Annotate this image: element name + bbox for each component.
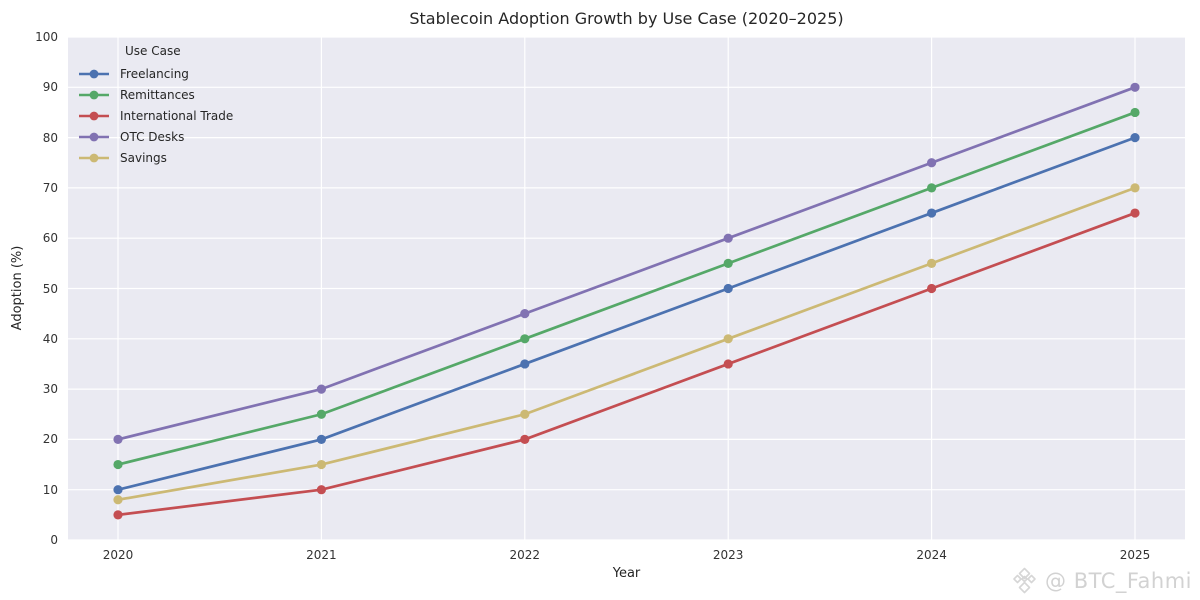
series-line-remittances	[116, 111, 1137, 466]
y-tick-label-70: 70	[42, 180, 58, 195]
series-line-international-trade	[116, 211, 1137, 517]
legend-marker-international-trade	[79, 111, 109, 120]
legend-marker-otc-desks	[79, 132, 109, 141]
y-tick-label-100: 100	[35, 30, 58, 44]
legend-label-otc-desks: OTC Desks	[120, 129, 185, 144]
data-point-savings-2023	[723, 334, 733, 344]
y-tick-label-90: 90	[42, 80, 58, 95]
data-point-freelancing-2022	[520, 359, 530, 369]
legend-item-international-trade: International Trade	[78, 105, 233, 126]
legend-item-freelancing: Freelancing	[78, 63, 233, 84]
data-point-freelancing-2020	[113, 485, 123, 495]
legend-item-remittances: Remittances	[78, 84, 233, 105]
data-point-savings-2022	[520, 409, 530, 419]
data-point-international-trade-2020	[113, 510, 123, 520]
x-tick-label-2024: 2024	[916, 548, 947, 562]
data-point-remittances-2024	[927, 183, 937, 193]
data-point-savings-2021	[316, 459, 326, 470]
legend-title: Use Case	[125, 44, 181, 58]
data-point-international-trade-2024	[927, 283, 937, 294]
legend-marker-dot	[89, 111, 99, 120]
series-line-otc-desks	[116, 85, 1137, 441]
plot-area	[68, 37, 1185, 540]
x-tick-label-2020: 2020	[102, 548, 134, 562]
data-point-remittances-2021	[316, 409, 326, 419]
data-point-remittances-2025	[1130, 107, 1140, 118]
data-point-international-trade-2022	[520, 434, 530, 444]
x-tick-label-2023: 2023	[712, 548, 744, 562]
x-tick-label-2021: 2021	[306, 548, 337, 562]
data-point-international-trade-2021	[316, 485, 326, 495]
y-tick-label-60: 60	[42, 231, 58, 246]
y-tick-label-40: 40	[42, 331, 58, 346]
data-point-remittances-2022	[520, 334, 530, 344]
data-point-savings-2025	[1130, 183, 1140, 193]
legend-items: Freelancing Remittances International Trad…	[78, 63, 233, 168]
data-point-otc-desks-2025	[1130, 82, 1140, 92]
legend-marker-dot	[89, 90, 99, 99]
data-point-freelancing-2023	[723, 283, 733, 294]
series-line-freelancing	[116, 136, 1137, 492]
data-point-remittances-2020	[113, 459, 123, 470]
legend-item-otc-desks: OTC Desks	[78, 126, 233, 147]
legend-label-international-trade: International Trade	[120, 108, 234, 123]
data-point-otc-desks-2024	[927, 158, 937, 168]
legend-marker-freelancing	[79, 69, 109, 78]
legend-label-savings: Savings	[120, 150, 167, 165]
data-point-freelancing-2025	[1130, 133, 1140, 143]
x-tick-label-2025: 2025	[1119, 548, 1151, 562]
watermark: @ BTC_Fahmi	[1011, 567, 1192, 594]
data-point-freelancing-2024	[927, 208, 937, 218]
data-point-international-trade-2023	[723, 359, 733, 369]
legend: Use Case Freelancing Remittances Internati…	[78, 44, 233, 168]
data-point-freelancing-2021	[316, 434, 326, 444]
plot-svg	[68, 37, 1185, 540]
y-tick-label-30: 30	[42, 382, 58, 397]
data-point-savings-2020	[113, 495, 123, 505]
legend-marker-dot	[89, 132, 99, 141]
y-tick-label-80: 80	[42, 130, 58, 145]
data-point-remittances-2023	[723, 258, 733, 268]
legend-label-freelancing: Freelancing	[120, 66, 189, 81]
legend-marker-remittances	[79, 90, 109, 99]
series-line-savings	[116, 186, 1137, 502]
legend-marker-dot	[89, 69, 99, 78]
data-point-otc-desks-2022	[520, 309, 530, 319]
x-tick-label-2022: 2022	[509, 548, 541, 562]
data-point-otc-desks-2021	[316, 384, 326, 394]
legend-item-savings: Savings	[78, 147, 233, 168]
data-point-otc-desks-2023	[723, 233, 733, 243]
watermark-handle: @ BTC_Fahmi	[1045, 568, 1192, 593]
data-point-otc-desks-2020	[113, 434, 123, 444]
data-point-savings-2024	[927, 258, 937, 268]
legend-marker-dot	[89, 153, 99, 162]
legend-marker-savings	[79, 153, 109, 162]
legend-label-remittances: Remittances	[120, 87, 195, 102]
y-tick-label-0: 0	[50, 533, 58, 547]
chart-title: Stablecoin Adoption Growth by Use Case (…	[409, 9, 844, 28]
y-tick-label-20: 20	[42, 432, 58, 447]
data-point-international-trade-2025	[1130, 208, 1140, 218]
y-tick-label-10: 10	[42, 482, 58, 497]
y-tick-label-50: 50	[42, 281, 58, 296]
x-axis-label: Year	[612, 566, 641, 581]
binance-logo-icon	[1013, 567, 1036, 594]
